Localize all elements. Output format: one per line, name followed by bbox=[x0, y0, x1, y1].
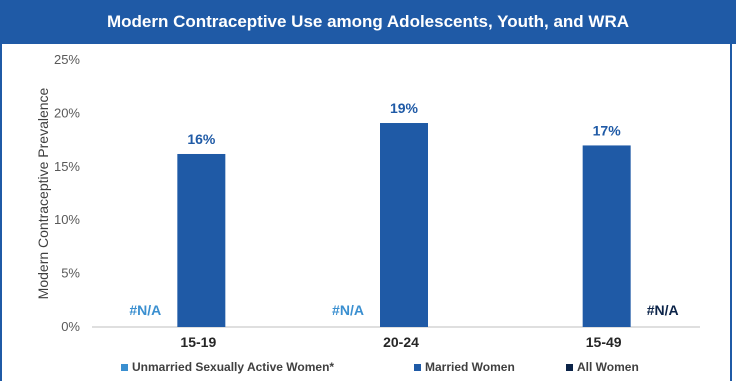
legend-label: All Women bbox=[577, 360, 639, 374]
data-label: 16% bbox=[187, 131, 216, 147]
y-tick-label: 25% bbox=[54, 52, 80, 67]
category-label: 15-49 bbox=[586, 334, 622, 350]
y-axis-label: Modern Contraceptive Prevalence bbox=[35, 87, 51, 299]
chart-title: Modern Contraceptive Use among Adolescen… bbox=[0, 0, 736, 44]
y-axis-ticks: 0% 5% 10% 15% 20% 25% bbox=[54, 52, 80, 334]
legend-swatch bbox=[566, 364, 573, 371]
y-tick-label: 0% bbox=[61, 319, 80, 334]
bar-15-49-married bbox=[582, 145, 631, 327]
y-tick-label: 5% bbox=[61, 266, 80, 281]
legend-swatch bbox=[121, 364, 128, 371]
bar-20-24-married bbox=[380, 123, 428, 328]
category-label: 20-24 bbox=[383, 334, 419, 350]
y-tick-label: 10% bbox=[54, 212, 80, 227]
data-label: #N/A bbox=[332, 302, 364, 318]
data-label: #N/A bbox=[129, 302, 161, 318]
data-label: 17% bbox=[593, 122, 622, 138]
data-label: 19% bbox=[390, 100, 419, 116]
data-label: #N/A bbox=[647, 302, 679, 318]
bars bbox=[177, 123, 631, 328]
y-tick-label: 15% bbox=[54, 159, 80, 174]
category-labels: 15-19 20-24 15-49 bbox=[180, 334, 621, 350]
legend: Unmarried Sexually Active Women* Married … bbox=[121, 360, 639, 374]
y-tick-label: 20% bbox=[54, 105, 80, 120]
bar-15-19-married bbox=[177, 153, 226, 327]
legend-label: Married Women bbox=[425, 360, 515, 374]
category-label: 15-19 bbox=[180, 334, 216, 350]
legend-label: Unmarried Sexually Active Women* bbox=[132, 360, 334, 374]
data-labels: #N/A 16% #N/A 19% 17% #N/A bbox=[129, 100, 678, 318]
legend-swatch bbox=[414, 364, 421, 371]
